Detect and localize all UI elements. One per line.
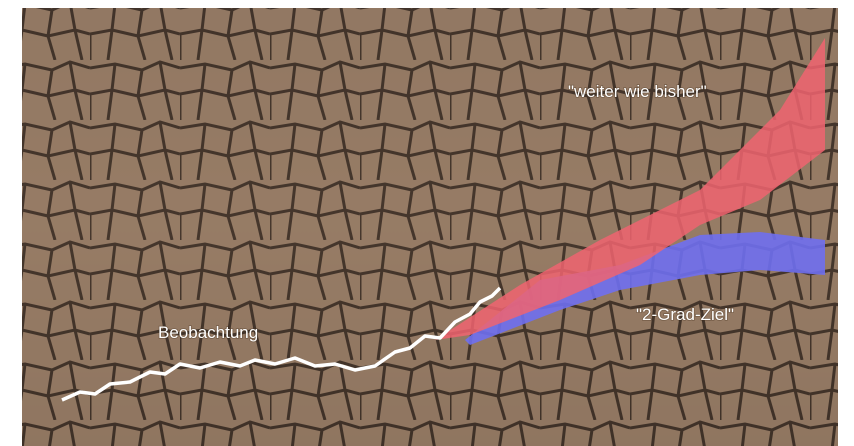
low-scenario-band [465, 232, 825, 345]
label-low: "2-Grad-Ziel" [636, 305, 734, 324]
label-high: "weiter wie bisher" [568, 82, 707, 101]
label-observation: Beobachtung [158, 323, 258, 342]
cracked-earth [22, 8, 838, 446]
high-scenario-band [435, 38, 825, 340]
observation-line [61, 286, 502, 402]
